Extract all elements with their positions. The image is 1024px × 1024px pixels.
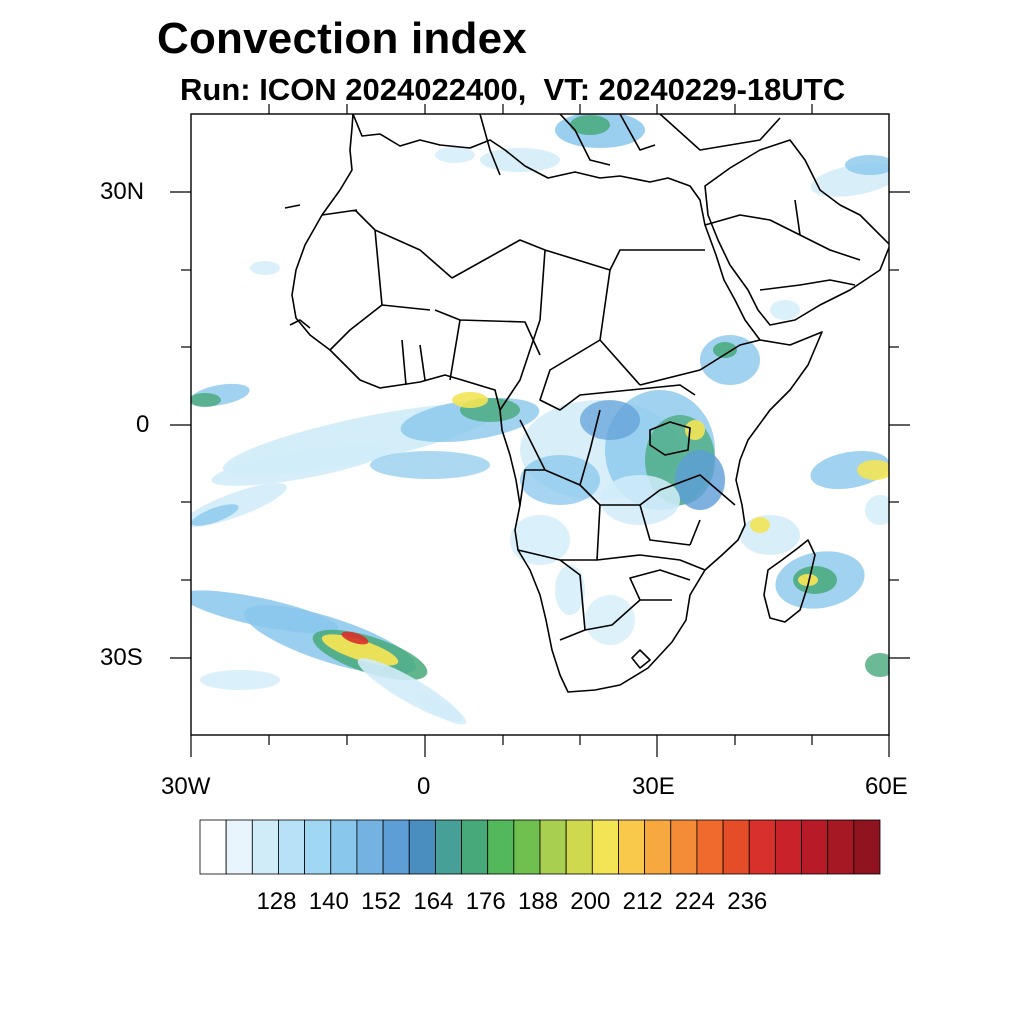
page-title: Convection index [157,14,527,63]
convection-cell [865,653,889,677]
convection-cell [191,504,239,526]
colorbar-bin [774,819,802,875]
lat-label-30s: 30S [100,644,143,671]
convection-cell [555,565,585,615]
colorbar-bin [748,819,776,875]
convection-cell [413,691,467,725]
colorbar-bin [618,819,646,875]
convection-cell [341,631,369,645]
colorbar-bin [487,819,515,875]
convection-cell [191,393,221,407]
colorbar-bin [304,819,332,875]
colorbar-bin [827,819,855,875]
colorbar-label: 128 [256,888,297,915]
colorbar-bin [382,819,410,875]
convection-cell [200,670,280,690]
colorbar-label: 188 [518,888,559,915]
colorbar-bin [225,819,253,875]
lat-label-0: 0 [136,411,150,438]
lon-label-30e: 30E [632,773,675,800]
colorbar [199,819,881,875]
colorbar-bin [199,819,227,875]
colorbar-bin [722,819,750,875]
lon-label-0: 0 [417,773,431,800]
colorbar-bin [565,819,593,875]
colorbar-bin [853,819,881,875]
lat-label-30n: 30N [100,178,145,205]
colorbar-bin [251,819,279,875]
convection-cell [250,261,280,275]
convection-cell [798,574,818,586]
colorbar-bin [591,819,619,875]
convection-field [191,114,889,725]
convection-cell [211,444,389,486]
convection-cell [770,300,800,320]
convection-cell [520,455,600,505]
convection-cell [713,342,737,358]
lon-label-30w: 30W [161,773,211,800]
colorbar-bin [434,819,462,875]
run-subtitle: Run: ICON 2024022400, VT: 20240229-18UTC [180,72,846,107]
convection-cell [685,420,705,440]
convection-cell [570,115,610,135]
convection-cell [321,634,399,666]
map-frame [170,104,910,757]
colorbar-label: 224 [674,888,715,915]
lon-label-60e: 60E [865,773,908,800]
colorbar-bin [461,819,489,875]
convection-cell [675,450,725,510]
colorbar-label: 140 [308,888,349,915]
colorbar-bin [670,819,698,875]
convection-cell [585,595,635,645]
convection-cell [435,147,475,163]
convection-cell [750,517,770,533]
colorbar-label: 176 [465,888,506,915]
colorbar-label: 164 [413,888,454,915]
colorbar-bin [356,819,384,875]
colorbar-bin [330,819,358,875]
colorbar-bin [408,819,436,875]
colorbar-bin [278,819,306,875]
colorbar-label: 200 [570,888,611,915]
colorbar-bin [539,819,567,875]
colorbar-bin [513,819,541,875]
convection-cell [370,451,490,479]
colorbar-label: 212 [622,888,663,915]
colorbar-label: 152 [361,888,402,915]
colorbar-bin [696,819,724,875]
colorbar-label: 236 [727,888,768,915]
convection-cell [865,495,889,525]
convection-cell [452,392,488,408]
convection-cell [510,515,570,565]
colorbar-bin [644,819,672,875]
convection-cell [480,148,560,172]
coastlines [284,114,889,693]
convection-cell [600,475,680,525]
convection-cell [845,155,889,175]
convection-cell [857,460,889,480]
convection-cell [580,400,640,440]
colorbar-bin [801,819,829,875]
convection-cell [740,515,800,555]
